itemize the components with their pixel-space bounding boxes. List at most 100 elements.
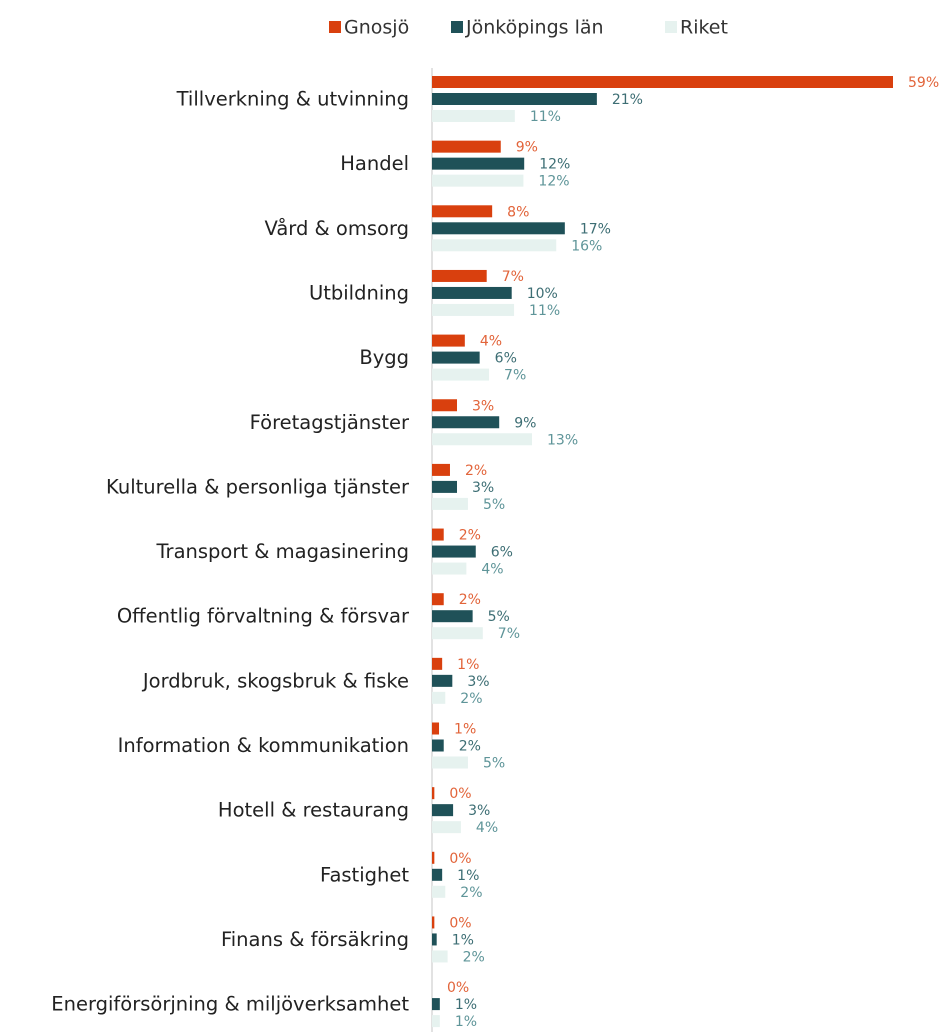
bar — [432, 368, 490, 381]
bar — [432, 804, 454, 817]
bar — [432, 480, 458, 493]
category-label: Företagstjänster — [250, 411, 410, 434]
data-label: 4% — [480, 334, 502, 350]
legend-swatch — [665, 21, 677, 33]
bar — [432, 433, 533, 446]
data-label: 11% — [529, 303, 560, 319]
data-label: 13% — [547, 432, 578, 448]
bar — [432, 950, 448, 963]
data-label: 6% — [491, 545, 513, 561]
data-label: 1% — [455, 997, 477, 1013]
bar — [432, 416, 500, 429]
bar — [432, 739, 444, 752]
category-label: Finans & försäkring — [221, 928, 409, 951]
data-label: 3% — [472, 398, 494, 414]
bar — [432, 174, 524, 187]
data-label: 5% — [483, 497, 505, 513]
data-label: 8% — [507, 204, 529, 220]
data-label: 2% — [459, 592, 481, 608]
category-label: Bygg — [359, 346, 409, 369]
data-label: 12% — [539, 157, 570, 173]
bar — [432, 933, 437, 946]
data-label: 6% — [495, 351, 517, 367]
data-label: 2% — [460, 885, 482, 901]
bar — [432, 239, 557, 252]
bar — [432, 851, 435, 864]
bar — [432, 916, 435, 929]
category-label: Offentlig förvaltning & försvar — [117, 605, 410, 628]
data-label: 9% — [514, 415, 536, 431]
bar — [432, 334, 465, 347]
bar — [432, 222, 565, 235]
data-label: 4% — [481, 562, 503, 578]
category-label: Fastighet — [320, 863, 409, 886]
bar — [432, 303, 515, 316]
data-label: 11% — [530, 109, 561, 125]
bar — [432, 269, 487, 282]
data-label: 0% — [447, 980, 469, 996]
data-label: 1% — [457, 868, 479, 884]
data-label: 2% — [459, 739, 481, 755]
data-label: 0% — [449, 851, 471, 867]
legend-label: Gnosjö — [344, 17, 409, 39]
bar — [432, 351, 480, 364]
data-label: 3% — [467, 674, 489, 690]
category-label: Hotell & restaurang — [218, 799, 409, 822]
bar — [432, 821, 461, 834]
bar — [432, 756, 468, 769]
data-label: 0% — [449, 915, 471, 931]
legend-swatch — [329, 21, 341, 33]
data-label: 7% — [502, 269, 524, 285]
data-label: 5% — [483, 756, 505, 772]
category-label: Transport & magasinering — [156, 540, 409, 563]
bar — [432, 399, 458, 412]
data-label: 5% — [488, 609, 510, 625]
bar — [432, 528, 444, 541]
data-label: 2% — [465, 463, 487, 479]
bar — [432, 110, 515, 122]
category-label: Kulturella & personliga tjänster — [106, 475, 410, 498]
category-label: Information & kommunikation — [118, 734, 409, 757]
data-label: 1% — [452, 932, 474, 948]
bar — [432, 722, 440, 735]
bar — [432, 286, 512, 299]
category-label: Vård & omsorg — [265, 217, 410, 240]
bar — [432, 868, 443, 881]
bar — [432, 998, 440, 1011]
data-label: 1% — [455, 1014, 477, 1030]
data-label: 59% — [908, 75, 939, 91]
bar — [432, 497, 468, 510]
legend-swatch — [451, 21, 463, 33]
bar — [432, 610, 473, 623]
bar — [432, 205, 493, 218]
data-label: 0% — [449, 786, 471, 802]
bar — [432, 1015, 440, 1028]
category-label: Energiförsörjning & miljöverksamhet — [51, 993, 409, 1016]
bar — [432, 787, 435, 800]
category-label: Handel — [340, 152, 409, 175]
data-label: 9% — [516, 140, 538, 156]
bar — [432, 93, 597, 105]
data-label: 7% — [504, 368, 526, 384]
category-label: Tillverkning & utvinning — [176, 88, 409, 111]
legend-label: Riket — [680, 17, 728, 39]
bar — [432, 157, 525, 170]
data-label: 1% — [454, 722, 476, 738]
bar — [432, 674, 453, 687]
bar — [432, 463, 450, 476]
data-label: 7% — [498, 626, 520, 642]
bar — [432, 885, 446, 898]
data-label: 3% — [468, 803, 490, 819]
bar — [432, 691, 446, 704]
category-label: Utbildning — [309, 281, 409, 304]
data-label: 4% — [476, 820, 498, 836]
data-label: 10% — [527, 286, 558, 302]
data-label: 21% — [612, 92, 643, 108]
bar — [432, 657, 443, 670]
legend-label: Jönköpings län — [465, 17, 604, 39]
data-label: 2% — [459, 528, 481, 544]
data-label: 3% — [472, 480, 494, 496]
bar — [432, 562, 467, 575]
data-label: 2% — [460, 691, 482, 707]
